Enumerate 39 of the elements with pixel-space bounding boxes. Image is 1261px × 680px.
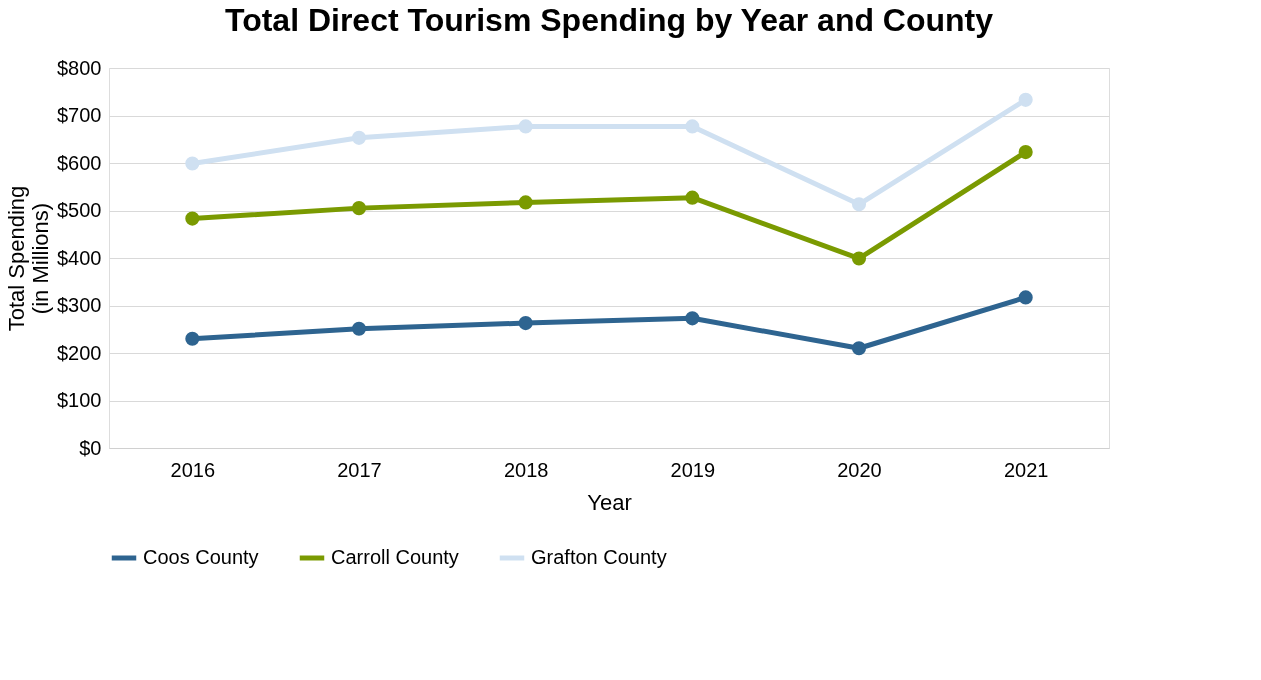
y-tick-label: $400: [57, 246, 102, 269]
point: [685, 311, 700, 326]
y-tick-label: $0: [79, 436, 102, 459]
x-tick-label: 2020: [837, 458, 882, 481]
chart-title: Total Direct Tourism Spending by Year and County: [224, 2, 994, 38]
point: [351, 201, 367, 216]
legend-label: Coos County: [143, 546, 259, 568]
x-tick-label: 2017: [337, 458, 382, 481]
point: [1018, 92, 1033, 107]
point: [851, 251, 867, 266]
point: [351, 130, 367, 145]
point: [851, 341, 867, 356]
legend-label: Grafton County: [531, 546, 667, 568]
point: [851, 197, 867, 212]
y-tick-label: $700: [57, 104, 102, 126]
y-tick-label: $600: [57, 151, 102, 174]
point: [685, 119, 700, 134]
y-tick-label: $300: [57, 294, 102, 316]
x-tick-label: 2016: [170, 458, 216, 481]
x-tick-label: 2019: [670, 458, 716, 481]
point: [518, 119, 533, 134]
x-tick-label: 2018: [503, 458, 549, 481]
y-tick-label: $500: [57, 199, 102, 221]
point: [518, 195, 533, 210]
y-tick-label: $100: [57, 389, 102, 411]
point: [518, 316, 533, 331]
x-tick-label: 2021: [1003, 458, 1049, 481]
point: [185, 211, 200, 226]
point: [185, 331, 200, 346]
point: [1018, 290, 1033, 305]
point: [685, 190, 700, 205]
y-axis-title: Total Spending (in Millions): [4, 185, 54, 332]
x-axis-title: Year: [587, 489, 632, 515]
point: [351, 321, 367, 336]
point: [185, 156, 200, 171]
point: [1018, 145, 1033, 160]
legend-label: Carroll County: [331, 546, 459, 568]
y-tick-label: $200: [57, 341, 102, 364]
y-tick-label: $800: [57, 56, 102, 79]
